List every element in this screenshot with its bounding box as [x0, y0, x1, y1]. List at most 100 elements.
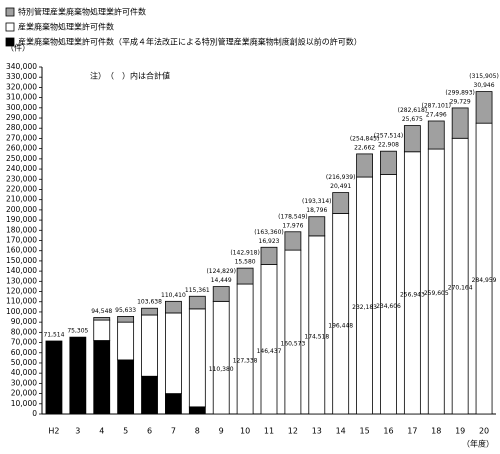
y-tick-label: 10,000 — [11, 399, 37, 408]
bar-segment — [308, 235, 326, 415]
legend-swatch — [5, 37, 15, 47]
y-tick-label: 320,000 — [6, 82, 37, 91]
y-tick-label: 330,000 — [6, 72, 37, 81]
legend-label: 産業廃棄物処理業許可件数（平成４年法改正による特別管理産業廃棄物制度創設以前の許… — [18, 37, 362, 47]
x-tick-label: 12 — [288, 427, 298, 436]
x-tick-label: 3 — [75, 427, 80, 436]
y-tick-label: 230,000 — [6, 174, 37, 183]
segment-label: 22,908 — [378, 142, 399, 149]
x-tick-label: 9 — [219, 427, 224, 436]
segment-label: 20,491 — [330, 183, 351, 190]
segment-label: 127,338 — [233, 358, 258, 365]
bar-segment — [165, 393, 182, 415]
bar-segment — [475, 122, 493, 415]
bar-segment — [45, 340, 63, 415]
y-tick-label: 30,000 — [11, 378, 37, 387]
bar-segment — [308, 216, 326, 237]
bar-segment — [165, 300, 182, 314]
bar-segment — [356, 153, 373, 178]
segment-label: 22,662 — [354, 144, 375, 151]
y-tick-label: 130,000 — [6, 276, 37, 285]
y-tick-label: 210,000 — [6, 195, 37, 204]
total-label: (315,905) — [469, 73, 499, 80]
legend-swatch — [5, 7, 15, 17]
y-tick-label: 100,000 — [6, 307, 37, 316]
total-label: (178,549) — [278, 213, 308, 220]
bar-segment — [188, 406, 206, 415]
total-label: (287,101) — [422, 102, 452, 109]
bar-segment — [403, 151, 421, 415]
bar-segment — [284, 249, 302, 415]
y-tick-label: 310,000 — [6, 93, 37, 102]
segment-label: 25,675 — [402, 116, 423, 123]
legend-swatch — [5, 22, 15, 32]
x-tick-label: 11 — [264, 427, 274, 436]
segment-label: 270,164 — [448, 285, 473, 292]
x-tick-label: H2 — [48, 427, 59, 436]
y-tick-label: 70,000 — [11, 338, 37, 347]
y-tick-label: 240,000 — [6, 164, 37, 173]
total-label: 71,514 — [43, 332, 64, 339]
bar-segment — [93, 319, 111, 341]
total-label: (193,314) — [302, 198, 332, 205]
bar-segment — [403, 125, 421, 153]
bar-segment — [165, 312, 182, 394]
y-tick-label: 110,000 — [6, 297, 37, 306]
total-label: (163,360) — [254, 229, 284, 236]
segment-label: 16,923 — [259, 238, 280, 245]
y-tick-label: 120,000 — [6, 287, 37, 296]
bar-segment — [451, 107, 469, 139]
segment-label: 18,796 — [306, 207, 327, 214]
y-tick-label: 0 — [32, 409, 37, 418]
bar-segment — [284, 231, 302, 251]
y-tick-label: 250,000 — [6, 154, 37, 163]
y-tick-label: 270,000 — [6, 133, 37, 142]
bar-segment — [475, 91, 493, 124]
bar-segment — [141, 375, 158, 415]
total-label: (254,845) — [350, 135, 380, 142]
y-tick-label: 200,000 — [6, 205, 37, 214]
y-tick-label: 90,000 — [11, 317, 37, 326]
bar-segment — [141, 314, 158, 377]
y-tick-label: 220,000 — [6, 184, 37, 193]
total-label: 115,361 — [185, 287, 210, 294]
segment-label: 14,449 — [211, 277, 232, 284]
total-label: (299,893) — [445, 89, 475, 96]
bar-segment — [332, 213, 350, 415]
y-tick-label: 180,000 — [6, 225, 37, 234]
segment-label: 27,496 — [426, 111, 447, 118]
bar-segment — [141, 307, 158, 316]
x-tick-label: 18 — [431, 427, 441, 436]
total-label: 75,305 — [67, 328, 88, 335]
total-label: (124,829) — [206, 268, 236, 275]
y-tick-label: 160,000 — [6, 246, 37, 255]
bar-segment — [236, 267, 254, 285]
y-tick-label: 290,000 — [6, 113, 37, 122]
segment-label: 30,946 — [474, 82, 495, 89]
bar-segment — [117, 315, 135, 323]
total-label: 94,548 — [91, 308, 112, 315]
segment-label: 174,518 — [304, 333, 329, 340]
bar-segment — [427, 148, 445, 415]
y-tick-label: 140,000 — [6, 266, 37, 275]
segment-label: 146,437 — [257, 348, 282, 355]
y-tick-label: 60,000 — [11, 348, 37, 357]
bar-segment — [212, 300, 230, 415]
bar-segment — [93, 317, 111, 321]
bar-segment — [93, 340, 111, 415]
y-tick-label: 150,000 — [6, 256, 37, 265]
bar-segment — [69, 336, 87, 415]
bar-segment — [117, 321, 135, 361]
bar-segment — [236, 283, 254, 415]
x-tick-label: 14 — [336, 427, 346, 436]
x-tick-label: 8 — [195, 427, 200, 436]
y-tick-label: 190,000 — [6, 215, 37, 224]
bar-segment — [188, 308, 206, 408]
x-tick-label: 4 — [99, 427, 104, 436]
y-tick-label: 50,000 — [11, 358, 37, 367]
segment-label: 256,943 — [400, 291, 425, 298]
bar-segment — [212, 286, 230, 302]
bar-segment — [451, 137, 469, 415]
y-tick-label: 280,000 — [6, 123, 37, 132]
